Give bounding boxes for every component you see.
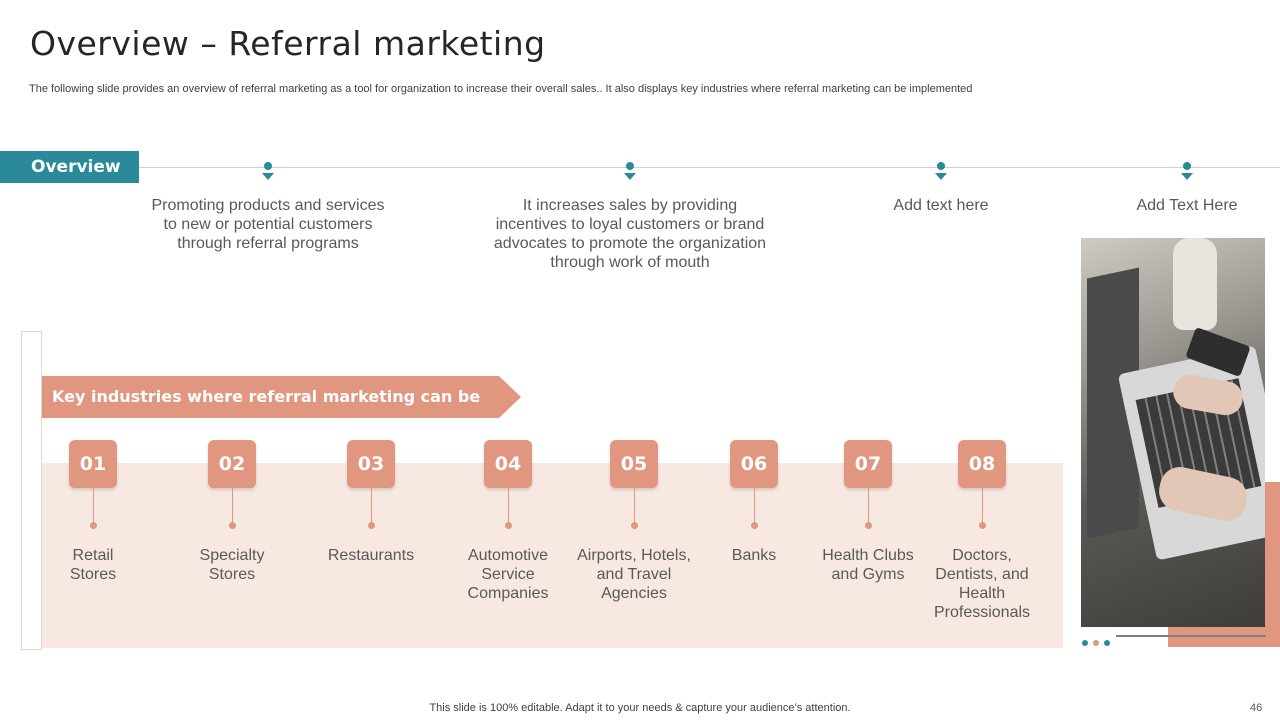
left-bracket-frame (21, 331, 42, 650)
industry-number: 07 (844, 440, 892, 488)
overview-item: Add Text Here (1047, 160, 1280, 215)
overview-item: It increases sales by providing incentiv… (490, 160, 770, 272)
industry-item: 06 Banks (689, 440, 819, 565)
industry-number: 05 (610, 440, 658, 488)
slide-title: Overview – Referral marketing (30, 24, 546, 63)
connector-dot (864, 522, 872, 529)
industry-label: Airports, Hotels, and Travel Agencies (577, 547, 691, 602)
connector-dot (89, 522, 97, 529)
connector-dot (978, 522, 986, 529)
connector-line (981, 488, 983, 522)
industry-item: 07 Health Clubs and Gyms (803, 440, 933, 584)
connector-dot (367, 522, 375, 529)
laptop-typing-photo (1081, 238, 1265, 627)
pin-marker-icon (1180, 160, 1194, 182)
industry-label: Retail Stores (69, 547, 117, 583)
overview-item-text: Add text here (893, 197, 989, 214)
industry-label: Banks (731, 547, 777, 564)
decorative-line (1116, 635, 1266, 637)
industry-label: Restaurants (327, 547, 415, 564)
connector-line (370, 488, 372, 522)
connector-line (507, 488, 509, 522)
industry-label: Automotive Service Companies (467, 547, 549, 602)
overview-tag: Overview (0, 151, 139, 183)
connector-dot (228, 522, 236, 529)
decorative-dots (1082, 633, 1115, 651)
connector-line (753, 488, 755, 522)
page-number: 46 (1250, 702, 1263, 714)
overview-item: Promoting products and services to new o… (128, 160, 408, 253)
industry-number: 03 (347, 440, 395, 488)
industries-panel (42, 463, 1063, 648)
industry-label: Health Clubs and Gyms (822, 547, 914, 583)
industry-number: 04 (484, 440, 532, 488)
industry-label: Doctors, Dentists, and Health Profession… (933, 547, 1031, 621)
overview-item-text: It increases sales by providing incentiv… (493, 197, 767, 271)
connector-line (231, 488, 233, 522)
industry-item: 03 Restaurants (306, 440, 436, 565)
industry-number: 02 (208, 440, 256, 488)
industry-item: 02 Specialty Stores (167, 440, 297, 584)
industry-item: 04 Automotive Service Companies (443, 440, 573, 603)
industry-item: 08 Doctors, Dentists, and Health Profess… (917, 440, 1047, 622)
industry-item: 05 Airports, Hotels, and Travel Agencies (564, 440, 704, 603)
industries-banner: Key industries where referral marketing … (42, 376, 521, 418)
pin-marker-icon (934, 160, 948, 182)
pin-marker-icon (261, 160, 275, 182)
overview-divider-line (139, 167, 1280, 168)
slide-subtitle: The following slide provides an overview… (29, 83, 973, 95)
overview-item-text: Promoting products and services to new o… (151, 197, 385, 252)
overview-item: Add text here (801, 160, 1081, 215)
overview-item-text: Add Text Here (1136, 197, 1238, 214)
industry-label: Specialty Stores (199, 547, 265, 583)
connector-line (633, 488, 635, 522)
industry-number: 06 (730, 440, 778, 488)
connector-dot (504, 522, 512, 529)
industry-item: 01 Retail Stores (28, 440, 158, 584)
connector-dot (750, 522, 758, 529)
connector-dot (630, 522, 638, 529)
pin-marker-icon (623, 160, 637, 182)
footer-note: This slide is 100% editable. Adapt it to… (429, 702, 851, 714)
connector-line (867, 488, 869, 522)
connector-line (92, 488, 94, 522)
industry-number: 08 (958, 440, 1006, 488)
industry-number: 01 (69, 440, 117, 488)
